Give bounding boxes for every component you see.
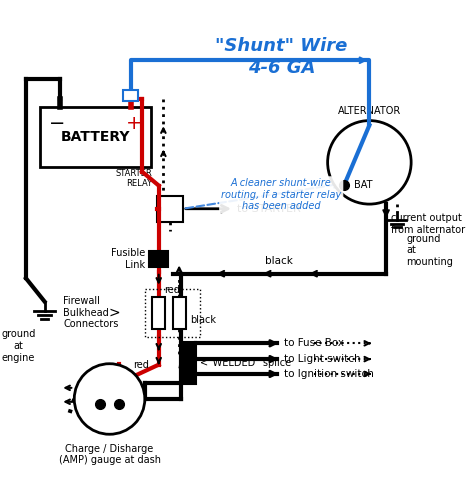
Text: Charge / Disharge
(AMP) gauge at dash: Charge / Disharge (AMP) gauge at dash — [58, 443, 161, 465]
Text: to Light switch: to Light switch — [284, 354, 361, 364]
Text: black: black — [190, 315, 216, 325]
Text: +: + — [127, 114, 143, 133]
Bar — [145, 290, 200, 337]
Circle shape — [74, 364, 145, 434]
Text: >: > — [109, 306, 120, 320]
Text: Firewall
Bulkhead
Connectors: Firewall Bulkhead Connectors — [63, 296, 118, 329]
Text: black: black — [265, 256, 293, 266]
Text: to Fuse Box: to Fuse Box — [284, 338, 344, 348]
Bar — [152, 297, 165, 329]
Text: STARTER
RELAY: STARTER RELAY — [116, 169, 152, 188]
Text: A cleaner shunt-wire
routing, if a starter relay
has been added: A cleaner shunt-wire routing, if a start… — [221, 178, 341, 212]
Bar — [181, 342, 196, 384]
Text: red: red — [164, 285, 180, 295]
Bar — [149, 251, 168, 267]
Text: to Ignition switch: to Ignition switch — [284, 369, 374, 379]
Text: red: red — [134, 360, 149, 370]
Text: Fusible
Link: Fusible Link — [110, 248, 145, 269]
Bar — [40, 107, 151, 167]
Bar — [123, 90, 138, 101]
Text: ground
at
mounting: ground at mounting — [407, 234, 453, 267]
Text: ground
at
engine: ground at engine — [1, 329, 36, 362]
Text: BATTERY: BATTERY — [61, 130, 130, 144]
Text: −: − — [48, 114, 65, 133]
Text: "Shunt" Wire
4-6 GA: "Shunt" Wire 4-6 GA — [215, 37, 347, 77]
Text: current output
from alternator: current output from alternator — [391, 214, 465, 235]
Text: <"WELDED" splice: <"WELDED" splice — [200, 358, 291, 368]
Text: to STARTER: to STARTER — [237, 204, 301, 214]
Circle shape — [328, 120, 411, 204]
Bar — [173, 297, 186, 329]
Text: BAT: BAT — [354, 180, 372, 189]
Bar — [157, 196, 183, 222]
Text: ALTERNATOR: ALTERNATOR — [338, 106, 401, 116]
